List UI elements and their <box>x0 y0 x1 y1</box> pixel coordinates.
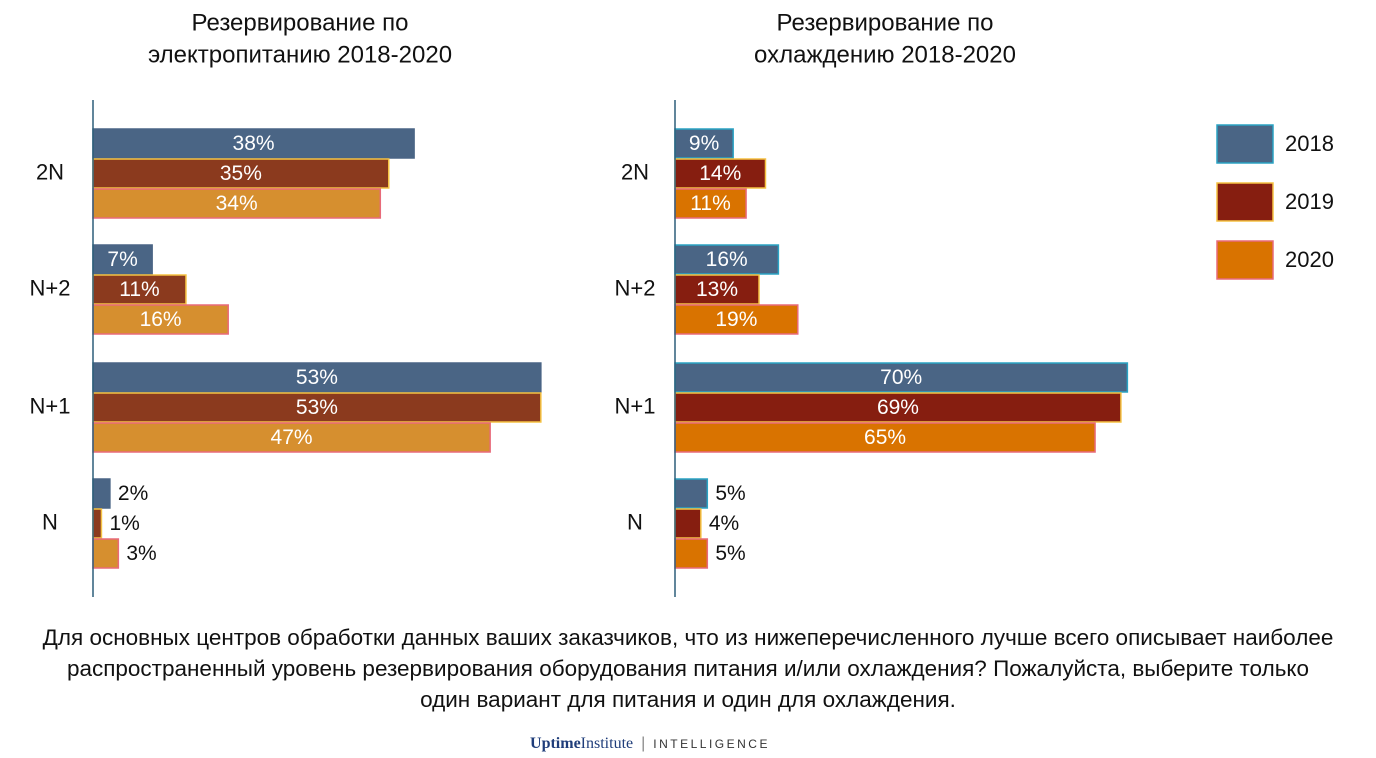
y-tick-label: N <box>627 509 643 534</box>
chart-title: Резервирование по <box>777 9 994 36</box>
brand: Institute <box>580 735 634 752</box>
chart-title: Резервирование по <box>192 9 409 36</box>
separator: | <box>641 735 646 752</box>
value-label: 14% <box>699 162 741 185</box>
caption: Для основных центров обработки данных ва… <box>42 625 1334 712</box>
value-label: 35% <box>220 162 262 185</box>
value-label: 16% <box>140 308 182 331</box>
legend-label: 2020 <box>1285 247 1334 272</box>
bar <box>674 362 1129 393</box>
value-label: 47% <box>271 426 313 449</box>
bar <box>92 508 103 539</box>
bar <box>674 244 780 275</box>
y-tick-label: N <box>42 509 58 534</box>
bar <box>674 274 760 305</box>
value-label: 13% <box>696 278 738 301</box>
value-label: 4% <box>709 512 739 535</box>
charts: Резервирование по электропитанию 2018-202… <box>30 9 1334 597</box>
value-label: 1% <box>109 512 139 535</box>
value-label: 11% <box>690 192 730 215</box>
legend-swatch <box>1216 124 1274 164</box>
chart-title: охлаждению 2018-2020 <box>754 41 1016 68</box>
y-tick-label: N+2 <box>30 275 71 300</box>
footer: UptimeInstitute | INTELLIGENCE <box>0 735 1300 753</box>
value-label: 69% <box>877 396 919 419</box>
y-tick-label: N+1 <box>615 393 656 418</box>
value-label: 5% <box>715 542 745 565</box>
value-label: 65% <box>864 426 906 449</box>
legend-swatch <box>1216 182 1274 222</box>
value-label: 38% <box>233 132 275 155</box>
legend-swatch <box>1216 240 1274 280</box>
bar <box>92 188 382 219</box>
product: INTELLIGENCE <box>653 737 770 751</box>
value-label: 11% <box>119 278 159 301</box>
bar <box>674 188 747 219</box>
bar <box>92 244 153 275</box>
brand: Uptime <box>530 735 581 752</box>
bar <box>92 478 111 509</box>
bar <box>674 508 702 539</box>
value-label: 7% <box>107 248 137 271</box>
value-label: 3% <box>126 542 156 565</box>
y-tick-label: N+1 <box>30 393 71 418</box>
y-tick-label: 2N <box>621 159 649 184</box>
bar <box>92 274 187 305</box>
value-label: 5% <box>715 482 745 505</box>
legend-label: 2019 <box>1285 189 1334 214</box>
value-label: 16% <box>706 248 748 271</box>
bar <box>674 478 709 509</box>
value-label: 53% <box>296 396 338 419</box>
bar <box>92 538 120 569</box>
value-label: 53% <box>296 366 338 389</box>
legend-label: 2018 <box>1285 131 1334 156</box>
bar <box>92 158 390 189</box>
value-label: 70% <box>880 366 922 389</box>
bar <box>92 362 542 393</box>
y-tick-label: 2N <box>36 159 64 184</box>
value-label: 34% <box>216 192 258 215</box>
y-tick-label: N+2 <box>615 275 656 300</box>
bar <box>674 304 799 335</box>
value-label: 9% <box>689 132 719 155</box>
chart-title: электропитанию 2018-2020 <box>148 41 452 68</box>
value-label: 2% <box>118 482 148 505</box>
bar <box>674 538 709 569</box>
value-label: 19% <box>715 308 757 331</box>
